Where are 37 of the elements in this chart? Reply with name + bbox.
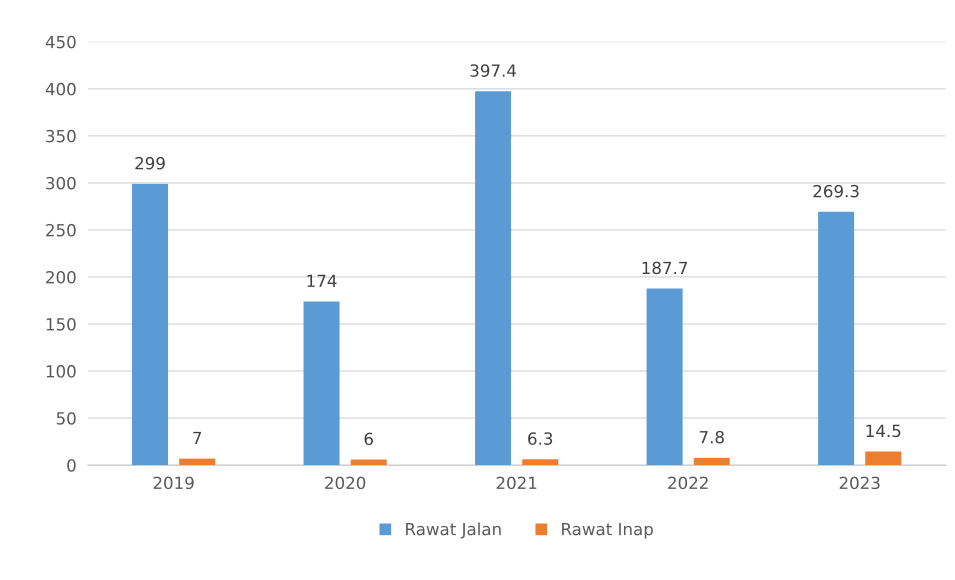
bar <box>522 459 558 466</box>
bar <box>132 184 168 466</box>
data-label: 397.4 <box>470 64 516 77</box>
x-tick-label: 2021 <box>496 476 536 490</box>
y-tick-label: 250 <box>46 224 76 237</box>
y-tick-label: 300 <box>46 176 76 190</box>
legend-label: Rawat Jalan <box>406 522 501 538</box>
y-tick-label: 150 <box>46 318 76 331</box>
x-tick-label: 2023 <box>840 476 880 490</box>
y-tick-label: 400 <box>46 82 76 96</box>
y-tick-label: 100 <box>46 365 76 378</box>
data-label: 14.5 <box>866 424 900 438</box>
data-label: 174 <box>307 274 337 287</box>
data-label: 7 <box>193 432 202 444</box>
y-tick-label: 350 <box>46 130 76 142</box>
y-tick-label: 0 <box>67 459 76 472</box>
bar <box>179 458 216 466</box>
x-tick-label: 2020 <box>325 476 366 490</box>
data-label: 6.3 <box>528 432 552 445</box>
y-tick-label: 200 <box>46 270 76 284</box>
bar <box>475 91 512 466</box>
data-label: 269.3 <box>813 184 859 198</box>
bar <box>350 460 387 466</box>
legend-label: Rawat Inap <box>562 523 653 539</box>
bar <box>818 212 854 466</box>
data-label: 187.7 <box>642 262 688 274</box>
bar <box>865 452 902 466</box>
x-tick-label: 2019 <box>154 476 194 490</box>
bar <box>646 288 683 466</box>
data-label: 299 <box>135 156 165 170</box>
bar <box>694 458 730 466</box>
y-tick-label: 450 <box>46 36 76 48</box>
x-tick-label: 2022 <box>668 476 708 490</box>
y-tick-label: 50 <box>56 412 76 425</box>
bar <box>304 301 340 466</box>
data-label: 7.8 <box>700 430 724 444</box>
data-label: 6 <box>364 432 373 446</box>
